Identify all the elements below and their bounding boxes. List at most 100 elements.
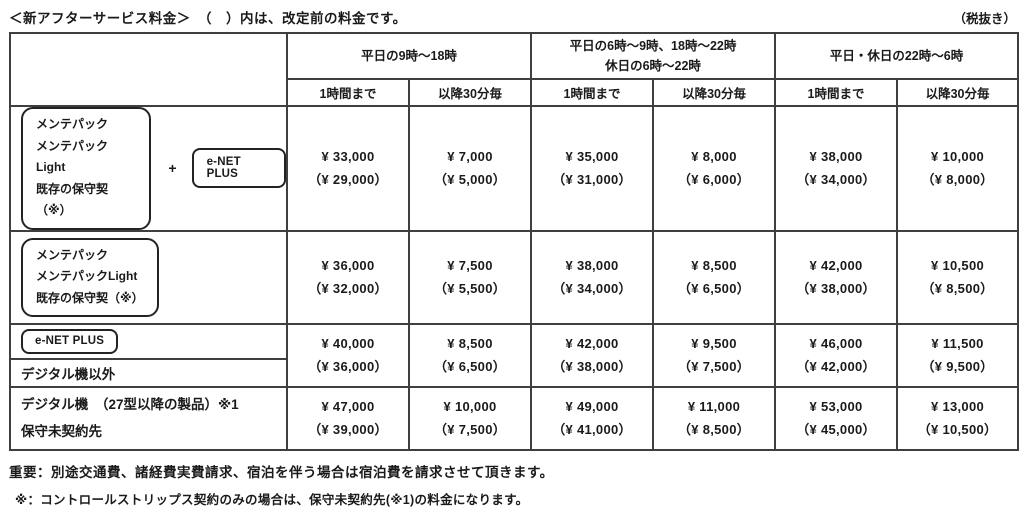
mentepack-box: メンテパック メンテパックLight 既存の保守契（※） <box>21 107 152 230</box>
price-old: （¥ 8,500） <box>677 421 751 437</box>
box-line: 既存の保守契（※） <box>36 181 109 218</box>
price-old: （¥ 7,500） <box>433 421 507 437</box>
row-label-line: デジタル機 （27型以降の製品）※1 <box>21 396 239 412</box>
col-group-line: 平日・休日の22時～6時 <box>829 49 964 63</box>
sub-header-first-hour: 1時間まで <box>530 78 655 107</box>
row-label: メンテパック メンテパックLight 既存の保守契（※） + e-NET PLU… <box>9 105 288 232</box>
price-cell: ¥ 42,000 （¥ 38,000） <box>530 322 655 388</box>
price-new: ¥ 38,000 <box>565 257 619 273</box>
price-new: ¥ 42,000 <box>565 335 619 351</box>
price-cell: ¥ 7,000 （¥ 5,000） <box>407 105 533 232</box>
price-old: （¥ 34,000） <box>552 280 632 296</box>
plus-sign: + <box>168 160 177 177</box>
price-old: （¥ 32,000） <box>308 280 388 296</box>
sub-header-first-hour: 1時間まで <box>286 78 410 107</box>
header-sub-row: 1時間まで 以降30分毎 1時間まで 以降30分毎 1時間まで 以降30分毎 <box>10 78 1020 107</box>
price-new: ¥ 8,500 <box>447 335 493 351</box>
price-old: （¥ 5,500） <box>433 280 507 296</box>
price-new: ¥ 11,500 <box>931 335 984 351</box>
price-new: ¥ 53,000 <box>809 398 863 414</box>
sub-header-per-30min: 以降30分毎 <box>896 78 1020 107</box>
price-cell: ¥ 40,000 （¥ 36,000） <box>286 322 410 388</box>
price-cell: ¥ 8,500 （¥ 6,500） <box>652 229 777 325</box>
box-line: メンテパックLight <box>36 269 138 284</box>
enet-plus-box: e-NET PLUS <box>21 328 119 354</box>
table-row-mentepack-enet: メンテパック メンテパックLight 既存の保守契（※） + e-NET PLU… <box>9 105 1020 232</box>
enet-plus-box: e-NET PLUS <box>191 148 286 189</box>
price-old: （¥ 8,000） <box>921 171 994 187</box>
page-title: ＜新アフターサービス料金＞ （ ）内は、改定前の料金です。 <box>9 11 407 26</box>
table-row-mentepack: メンテパック メンテパックLight 既存の保守契（※） ¥ 36,000 （¥… <box>9 229 1020 325</box>
price-new: ¥ 40,000 <box>321 335 375 351</box>
price-new: ¥ 49,000 <box>565 398 619 414</box>
corner-blank-cell <box>9 32 288 107</box>
price-cell: ¥ 46,000 （¥ 42,000） <box>774 322 899 388</box>
after-service-price-table: 平日の9時～18時 平日の6時～9時、18時～22時 休日の6時～22時 平日・… <box>9 32 1020 451</box>
price-cell: ¥ 13,000 （¥ 10,500） <box>896 385 1020 451</box>
price-new: ¥ 36,000 <box>321 257 375 273</box>
price-new: ¥ 9,500 <box>691 335 737 351</box>
price-new: ¥ 38,000 <box>809 148 863 164</box>
price-new: ¥ 7,000 <box>447 148 493 164</box>
price-cell: ¥ 36,000 （¥ 32,000） <box>286 229 410 325</box>
header-group-row: 平日の9時～18時 平日の6時～9時、18時～22時 休日の6時～22時 平日・… <box>9 32 1020 107</box>
price-new: ¥ 10,500 <box>931 257 985 273</box>
price-cell: ¥ 9,500 （¥ 7,500） <box>652 322 777 388</box>
price-cell: ¥ 42,000 （¥ 38,000） <box>774 229 899 325</box>
price-old: （¥ 31,000） <box>552 171 632 187</box>
price-new: ¥ 10,000 <box>443 398 497 414</box>
price-cell: ¥ 8,500 （¥ 6,500） <box>407 322 533 388</box>
price-old: （¥ 5,000） <box>433 171 507 187</box>
price-cell: ¥ 10,000 （¥ 8,000） <box>896 105 1020 232</box>
price-old: （¥ 29,000） <box>308 171 388 187</box>
price-new: ¥ 8,500 <box>691 257 737 273</box>
box-line: 既存の保守契（※） <box>36 290 144 305</box>
asterisk-note: ※：コントロールストリップス契約のみの場合は、保守未契約先(※1)の料金になりま… <box>15 492 529 507</box>
price-cell: ¥ 10,500 （¥ 8,500） <box>896 229 1020 325</box>
price-old: （¥ 38,000） <box>552 358 632 374</box>
price-old: （¥ 36,000） <box>308 358 388 374</box>
box-line: メンテパック <box>36 117 109 131</box>
price-cell: ¥ 53,000 （¥ 45,000） <box>774 385 899 451</box>
price-new: ¥ 42,000 <box>809 257 863 273</box>
price-old: （¥ 34,000） <box>796 171 876 187</box>
price-cell: ¥ 47,000 （¥ 39,000） <box>286 385 410 451</box>
col-group-night: 平日・休日の22時～6時 <box>774 32 1020 80</box>
price-old: （¥ 42,000） <box>796 358 876 374</box>
col-group-weekday-day: 平日の9時～18時 <box>285 32 533 80</box>
price-new: ¥ 46,000 <box>809 335 863 351</box>
row-label: メンテパック メンテパックLight 既存の保守契（※） <box>9 229 288 325</box>
price-cell: ¥ 11,500 （¥ 9,500） <box>896 322 1020 388</box>
non-digital-sub-row: デジタル機以外 <box>21 366 116 382</box>
mentepack-box: メンテパック メンテパックLight 既存の保守契（※） <box>21 237 159 318</box>
price-cell: ¥ 38,000 （¥ 34,000） <box>530 229 655 325</box>
price-old: （¥ 7,500） <box>677 358 751 374</box>
price-cell: ¥ 8,000 （¥ 6,000） <box>652 105 777 232</box>
price-new: ¥ 7,500 <box>447 257 493 273</box>
price-cell: ¥ 38,000 （¥ 34,000） <box>774 105 899 232</box>
price-new: ¥ 35,000 <box>565 148 619 164</box>
price-old: （¥ 8,500） <box>921 280 994 296</box>
price-old: （¥ 6,500） <box>677 280 751 296</box>
price-cell: ¥ 35,000 （¥ 31,000） <box>530 105 655 232</box>
price-old: （¥ 39,000） <box>308 421 388 437</box>
table-row-digital-uncontracted: デジタル機 （27型以降の製品）※1 保守未契約先 ¥ 47,000 （¥ 39… <box>9 385 1020 451</box>
row-label-line: 保守未契約先 <box>21 424 102 440</box>
row-label: e-NET PLUS デジタル機以外 <box>9 322 288 388</box>
sub-header-per-30min: 以降30分毎 <box>652 78 777 107</box>
sub-header-first-hour: 1時間まで <box>774 78 899 107</box>
table-row-enet-nondigital: e-NET PLUS デジタル機以外 ¥ 40,000 （¥ 36,000） ¥… <box>9 322 1020 388</box>
tax-exclusion-note: （税抜き） <box>953 12 1016 26</box>
price-cell: ¥ 7,500 （¥ 5,500） <box>407 229 533 325</box>
price-old: （¥ 45,000） <box>796 421 876 437</box>
price-old: （¥ 41,000） <box>552 421 632 437</box>
price-cell: ¥ 49,000 （¥ 41,000） <box>530 385 655 451</box>
col-group-line: 平日の9時～18時 <box>361 49 457 63</box>
enet-plus-sub-row: e-NET PLUS <box>11 325 286 360</box>
price-new: ¥ 13,000 <box>931 398 985 414</box>
col-group-weekday-evening-holiday: 平日の6時～9時、18時～22時 休日の6時～22時 <box>530 32 777 80</box>
price-new: ¥ 8,000 <box>691 148 737 164</box>
row-label: デジタル機 （27型以降の製品）※1 保守未契約先 <box>9 385 288 451</box>
price-old: （¥ 9,500） <box>921 358 994 374</box>
price-cell: ¥ 10,000 （¥ 7,500） <box>407 385 533 451</box>
